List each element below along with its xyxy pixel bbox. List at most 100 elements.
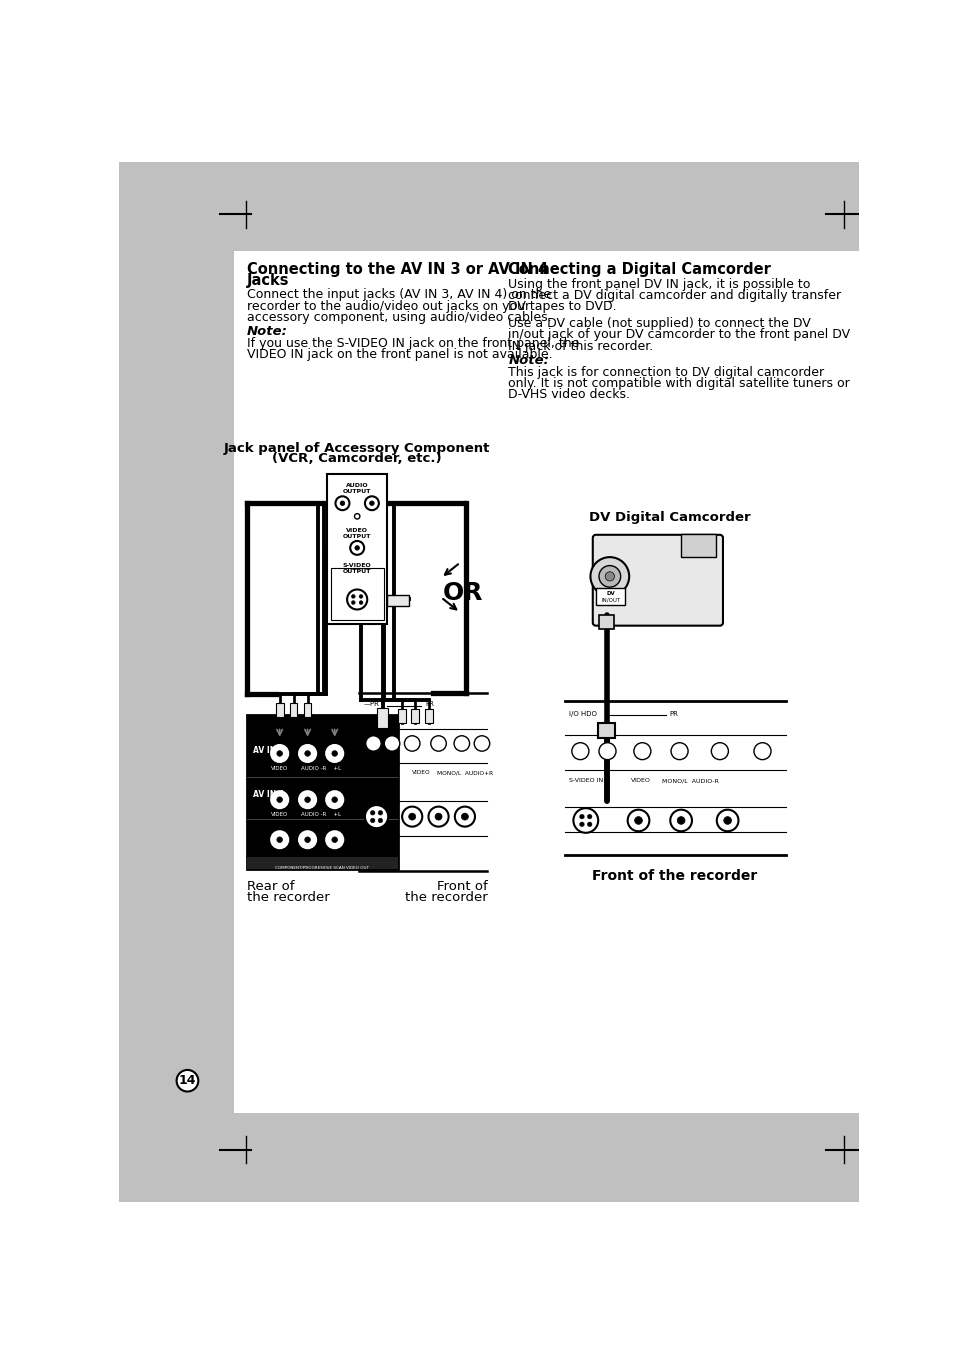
Circle shape <box>677 816 684 824</box>
Circle shape <box>598 566 620 588</box>
Text: OUTPUT: OUTPUT <box>343 534 371 539</box>
Circle shape <box>276 751 282 757</box>
Circle shape <box>351 601 355 604</box>
Text: MONO/L  AUDIO+R: MONO/L AUDIO+R <box>436 770 493 775</box>
Circle shape <box>298 792 315 808</box>
Text: 14: 14 <box>178 1074 196 1088</box>
Circle shape <box>355 513 359 519</box>
Text: Note:: Note: <box>247 326 288 338</box>
Text: Jack panel of Accessory Component: Jack panel of Accessory Component <box>224 442 490 455</box>
Circle shape <box>474 736 489 751</box>
Circle shape <box>431 736 446 751</box>
Circle shape <box>365 736 381 751</box>
Text: PR: PR <box>425 701 434 707</box>
Circle shape <box>370 819 375 823</box>
Text: Note:: Note: <box>508 354 549 367</box>
Text: —PR: —PR <box>363 701 379 707</box>
Text: Connect the input jacks (AV IN 3, AV IN 4) on the: Connect the input jacks (AV IN 3, AV IN … <box>247 288 551 301</box>
Circle shape <box>670 809 691 831</box>
Text: COMPONENT/PROGRESSIVE SCAN VIDEO OUT: COMPONENT/PROGRESSIVE SCAN VIDEO OUT <box>275 866 369 870</box>
Text: VIDEO: VIDEO <box>412 770 431 775</box>
Circle shape <box>461 813 468 820</box>
Text: PR: PR <box>669 711 678 717</box>
Circle shape <box>377 819 382 823</box>
Text: Rear of: Rear of <box>247 880 294 893</box>
Circle shape <box>271 831 288 848</box>
Bar <box>275 704 283 717</box>
Circle shape <box>335 496 349 511</box>
Text: AUDIO -R    +L: AUDIO -R +L <box>300 766 340 771</box>
Text: in/out jack of your DV camcorder to the front panel DV: in/out jack of your DV camcorder to the … <box>508 328 849 342</box>
Circle shape <box>332 797 337 802</box>
Text: Front of: Front of <box>436 880 487 893</box>
Circle shape <box>633 743 650 759</box>
Circle shape <box>271 744 288 762</box>
Text: OUTPUT: OUTPUT <box>343 489 371 494</box>
Bar <box>598 723 615 738</box>
Bar <box>377 708 388 728</box>
Circle shape <box>355 546 359 550</box>
Text: VIDEO: VIDEO <box>630 778 650 784</box>
Circle shape <box>326 792 343 808</box>
Text: AUDIO -R    +L: AUDIO -R +L <box>300 812 340 817</box>
Text: MONO/L  AUDIO-R: MONO/L AUDIO-R <box>661 778 718 784</box>
Circle shape <box>579 815 583 819</box>
Text: Use a DV cable (not supplied) to connect the DV: Use a DV cable (not supplied) to connect… <box>508 317 810 330</box>
Circle shape <box>579 821 583 827</box>
Text: AV IN 3: AV IN 3 <box>253 746 283 755</box>
Bar <box>425 709 433 723</box>
Circle shape <box>326 831 343 848</box>
Text: OUTPUT: OUTPUT <box>343 569 371 574</box>
Text: IN/OUT: IN/OUT <box>600 597 619 603</box>
Circle shape <box>358 594 362 598</box>
Text: This jack is for connection to DV digital camcorder: This jack is for connection to DV digita… <box>508 366 823 378</box>
Bar <box>303 704 311 717</box>
Circle shape <box>723 816 731 824</box>
Text: (VCR, Camcorder, etc.): (VCR, Camcorder, etc.) <box>272 453 441 465</box>
Text: accessory component, using audio/video cables.: accessory component, using audio/video c… <box>247 311 551 324</box>
Circle shape <box>298 744 315 762</box>
Circle shape <box>358 601 362 604</box>
Circle shape <box>711 743 728 759</box>
Bar <box>290 704 297 717</box>
Bar <box>233 162 858 1202</box>
Text: VIDEO: VIDEO <box>271 812 288 817</box>
Bar <box>119 162 233 1202</box>
Circle shape <box>176 1070 198 1092</box>
Circle shape <box>587 815 592 819</box>
Circle shape <box>370 811 375 815</box>
Text: AV IN 4: AV IN 4 <box>253 790 283 800</box>
Circle shape <box>347 589 367 609</box>
Bar <box>387 594 409 605</box>
Circle shape <box>332 751 337 757</box>
Bar <box>247 715 397 869</box>
Circle shape <box>276 797 282 802</box>
Bar <box>397 709 406 723</box>
Circle shape <box>304 751 310 757</box>
Bar <box>247 857 397 869</box>
Bar <box>598 615 614 628</box>
Circle shape <box>298 831 315 848</box>
Text: S-VIDEO IN: S-VIDEO IN <box>363 770 395 775</box>
Text: Connecting a Digital Camcorder: Connecting a Digital Camcorder <box>508 262 770 277</box>
Circle shape <box>276 836 282 843</box>
Text: I/O HDO: I/O HDO <box>568 711 596 717</box>
Circle shape <box>402 807 422 827</box>
Text: OR: OR <box>443 581 483 605</box>
Circle shape <box>670 743 687 759</box>
Text: S-VIDEO: S-VIDEO <box>342 562 371 567</box>
Circle shape <box>435 813 441 820</box>
Bar <box>596 588 624 605</box>
Text: D-VHS video decks.: D-VHS video decks. <box>508 388 630 401</box>
Circle shape <box>326 744 343 762</box>
Circle shape <box>455 807 475 827</box>
Text: DV tapes to DVD.: DV tapes to DVD. <box>508 300 617 313</box>
Circle shape <box>571 743 588 759</box>
Bar <box>331 567 383 620</box>
Circle shape <box>332 836 337 843</box>
Circle shape <box>377 811 382 815</box>
Text: Connecting to the AV IN 3 or AV IN 4: Connecting to the AV IN 3 or AV IN 4 <box>247 262 548 277</box>
Circle shape <box>716 809 738 831</box>
Circle shape <box>365 805 388 828</box>
Bar <box>327 474 387 624</box>
